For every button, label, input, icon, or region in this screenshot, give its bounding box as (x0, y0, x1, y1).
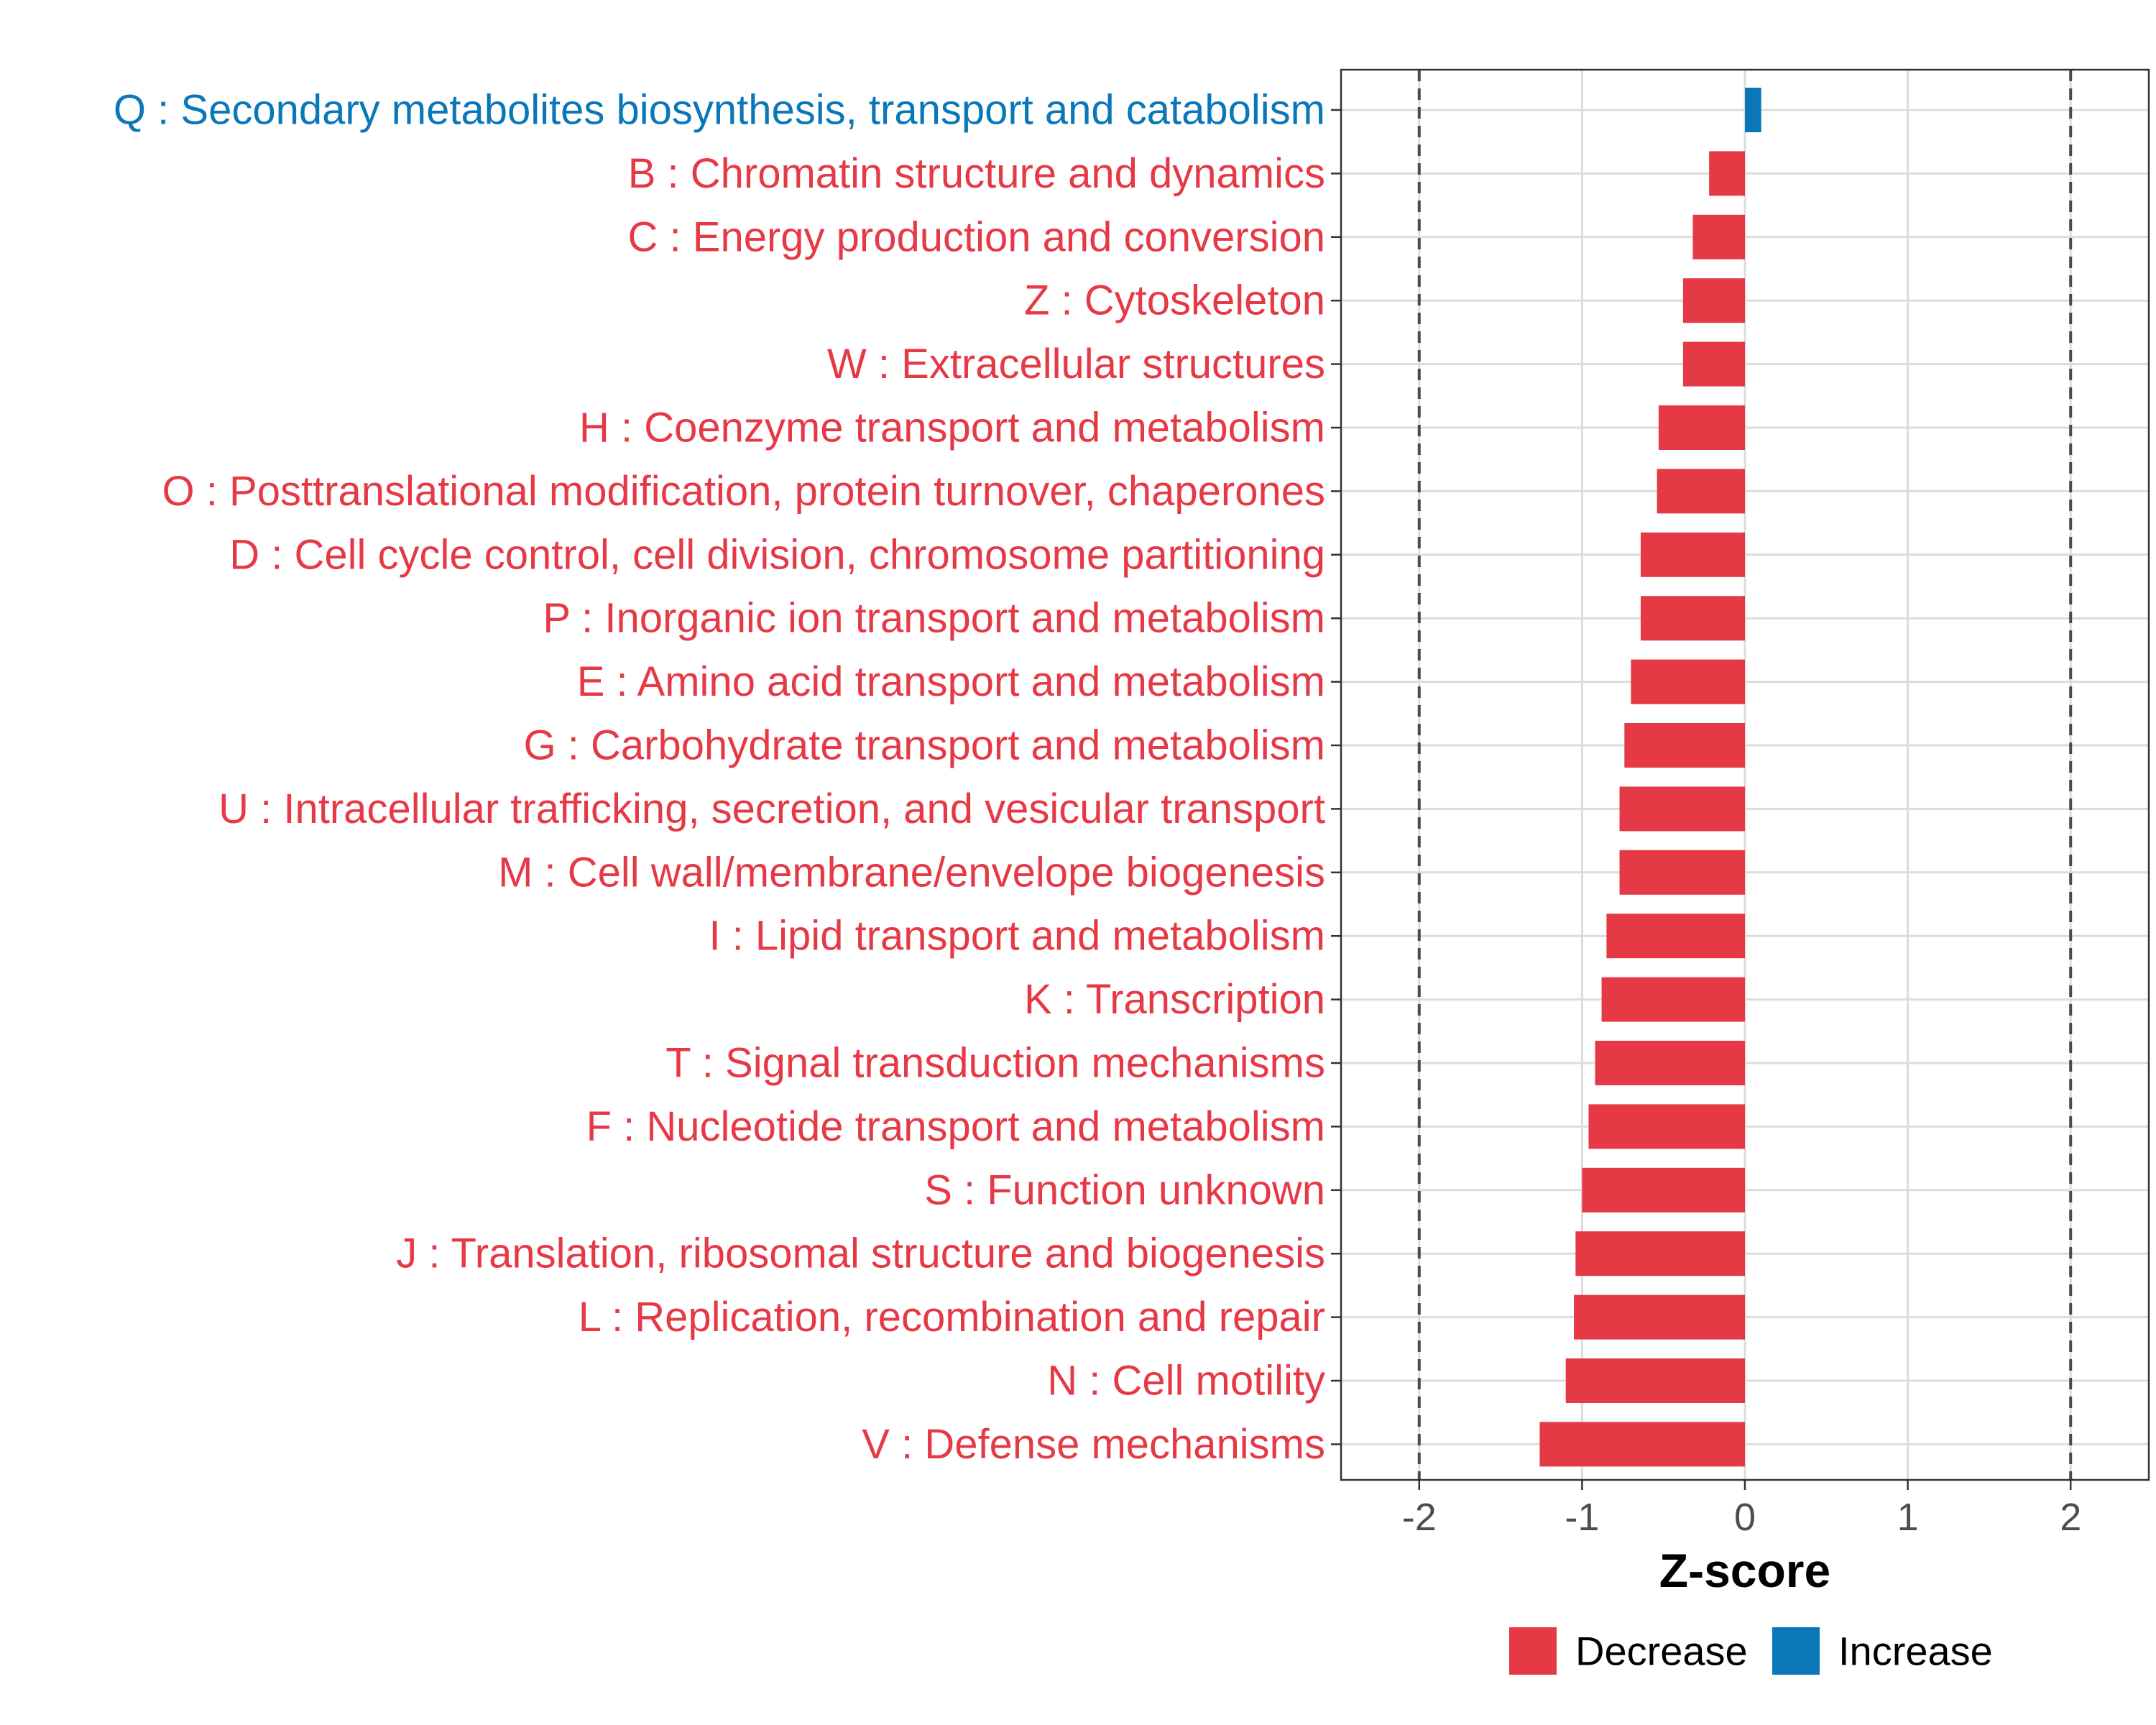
bar (1606, 914, 1745, 959)
category-label: V : Defense mechanisms (862, 1421, 1325, 1468)
category-labels: Q : Secondary metabolites biosynthesis, … (114, 87, 1341, 1468)
category-label: M : Cell wall/membrane/envelope biogenes… (498, 849, 1325, 896)
bar (1565, 1358, 1745, 1403)
bar (1631, 659, 1745, 704)
bar (1640, 596, 1745, 641)
bar (1575, 1231, 1745, 1276)
x-tick-label: 1 (1897, 1496, 1919, 1539)
category-label: D : Cell cycle control, cell division, c… (229, 531, 1325, 578)
x-tick-label: -2 (1402, 1496, 1437, 1539)
bar (1682, 278, 1745, 323)
x-tick-label: 0 (1734, 1496, 1756, 1539)
category-label: U : Intracellular trafficking, secretion… (218, 786, 1325, 832)
category-label: J : Translation, ribosomal structure and… (396, 1230, 1325, 1277)
bar (1745, 88, 1761, 132)
bar (1657, 469, 1745, 514)
bar (1692, 214, 1745, 259)
category-label: S : Function unknown (924, 1167, 1325, 1213)
category-label: G : Carbohydrate transport and metabolis… (524, 722, 1325, 769)
category-label: H : Coenzyme transport and metabolism (579, 405, 1325, 451)
category-label: N : Cell motility (1047, 1358, 1325, 1404)
category-label: B : Chromatin structure and dynamics (628, 150, 1325, 197)
bar (1601, 977, 1745, 1022)
x-tick-label: -1 (1565, 1496, 1599, 1539)
bars (1539, 88, 1761, 1467)
category-label: C : Energy production and conversion (628, 213, 1325, 260)
category-label: W : Extracellular structures (827, 341, 1325, 387)
bar (1640, 532, 1745, 577)
legend-swatch (1772, 1627, 1820, 1675)
legend-label: Decrease (1575, 1629, 1748, 1674)
category-label: K : Transcription (1024, 976, 1325, 1023)
category-label: T : Signal transduction mechanisms (665, 1040, 1325, 1087)
x-tick-label: 2 (2060, 1496, 2081, 1539)
bar (1588, 1104, 1745, 1149)
bar (1595, 1041, 1745, 1085)
category-label: I : Lipid transport and metabolism (709, 913, 1325, 960)
bar (1574, 1294, 1745, 1340)
category-label: F : Nucleotide transport and metabolism (586, 1103, 1325, 1150)
x-axis: -2 -1 0 1 2 (1402, 1480, 2081, 1539)
bar (1709, 151, 1745, 196)
category-label: Q : Secondary metabolites biosynthesis, … (114, 87, 1325, 134)
bar (1539, 1422, 1745, 1467)
bar (1658, 405, 1745, 450)
category-label: E : Amino acid transport and metabolism (577, 658, 1325, 705)
bar (1682, 341, 1745, 387)
bar (1624, 723, 1745, 768)
category-label: L : Replication, recombination and repai… (579, 1294, 1325, 1340)
legend: Decrease Increase (1509, 1627, 1993, 1675)
legend-label: Increase (1838, 1629, 1993, 1674)
bar (1619, 786, 1745, 832)
reference-lines (1417, 70, 2073, 1480)
category-label: Z : Cytoskeleton (1024, 277, 1325, 324)
legend-swatch (1509, 1627, 1557, 1675)
bar (1619, 850, 1745, 895)
bar (1582, 1167, 1745, 1213)
category-label: O : Posttranslational modification, prot… (162, 468, 1325, 515)
category-label: P : Inorganic ion transport and metaboli… (543, 595, 1325, 642)
x-axis-title: Z-score (1659, 1544, 1830, 1597)
